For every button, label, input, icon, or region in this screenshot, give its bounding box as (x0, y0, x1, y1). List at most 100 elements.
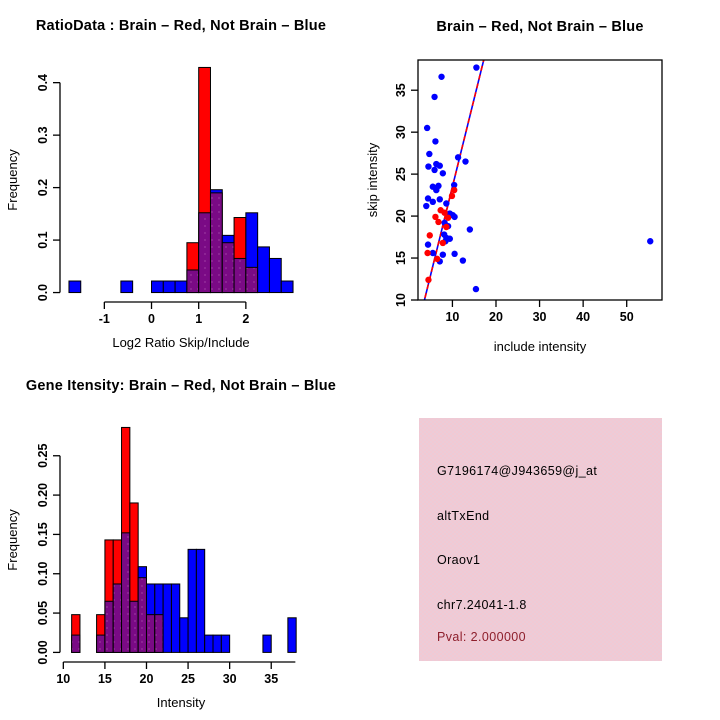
hist-bar (220, 634, 231, 653)
gene-name-text: Oraov1 (437, 553, 481, 567)
axes (53, 82, 247, 309)
scatter-point-blue (424, 195, 432, 202)
scatter-point-blue (429, 198, 437, 206)
hist-bar (174, 280, 188, 294)
locus-text: chr7.24041-1.8 (437, 598, 527, 612)
scatter-point-blue (425, 163, 432, 170)
hist-bar (287, 617, 297, 653)
scatter-point-blue (472, 285, 480, 293)
y-tick-label: 0.2 (36, 179, 50, 196)
hist-bar (204, 634, 214, 653)
y-axis-label: Frequency (5, 509, 20, 571)
y-tick-label: 0.00 (36, 640, 50, 664)
x-tick-label: 0 (148, 312, 155, 326)
hist-bar (162, 280, 176, 294)
scatter-point-red (450, 186, 458, 194)
y-tick-label: 0.25 (36, 444, 50, 468)
hist-bar (151, 280, 164, 294)
scatter-point-red (441, 209, 448, 216)
x-tick-label: 30 (533, 310, 547, 324)
y-tick-label: 0.05 (36, 601, 50, 625)
histogram-bars (71, 426, 297, 653)
event-type-text: altTxEnd (437, 509, 490, 523)
hist-bar-overlap (137, 577, 147, 653)
scatter-point-blue (466, 226, 474, 233)
hist-bar-overlap (145, 614, 156, 653)
notbrain-points (423, 64, 654, 293)
brain-points (424, 186, 458, 284)
hist-bar (268, 257, 282, 294)
panel-gene-intensity-histogram: 10 15 20 25 30 35 0.00 0.05 0.10 0.15 0.20 0.25 Gene… (0, 360, 360, 720)
y-tick-label: 0.20 (36, 483, 50, 507)
histogram-bars (68, 66, 294, 294)
pval-text: Pval: 2.000000 (437, 630, 526, 644)
hist-bar (170, 583, 181, 653)
y-tick-label: 0.3 (36, 126, 50, 143)
scatter-point-blue (435, 182, 442, 190)
hist-bar-overlap (112, 583, 123, 653)
gene-intensity-histogram-chart: 10 15 20 25 30 35 0.00 0.05 0.10 0.15 0.20 0.25 Gene… (5, 378, 336, 710)
y-tick-label: 0.1 (36, 231, 50, 248)
x-axis-label: Log2 Ratio Skip/Include (112, 335, 249, 350)
hist-bar-overlap (233, 257, 247, 294)
scatter-point-blue (424, 241, 432, 248)
fit-line-group (423, 60, 485, 300)
x-tick-label: 15 (98, 672, 112, 686)
hist-bar-overlap (198, 212, 211, 294)
hist-bar-overlap (96, 634, 106, 653)
scatter-point-blue (423, 124, 431, 132)
y-tick-label: 10 (394, 293, 408, 307)
x-tick-label: 25 (181, 672, 195, 686)
scatter-point-red (435, 218, 442, 226)
x-tick-label: -1 (99, 312, 110, 326)
hist-bar (187, 548, 197, 653)
scatter-point-red (444, 214, 452, 221)
scatter-point-red (425, 276, 432, 284)
scatter-point-red (432, 213, 439, 221)
scatter-point-red (448, 192, 456, 200)
y-axis-label: skip intensity (365, 142, 380, 217)
y-axis-label: Frequency (5, 149, 20, 211)
hist-bar-overlap (186, 269, 200, 294)
probe-id-text: G7196174@J943659@j_at (437, 464, 598, 478)
hist-bar (162, 583, 172, 653)
y-tick-label: 0.4 (36, 74, 50, 91)
y-tick-label: 0.15 (36, 522, 50, 546)
scatter-point-blue (429, 249, 437, 257)
y-tick-label: 30 (394, 125, 408, 139)
scatter-point-blue (451, 213, 458, 221)
scatter-point-red (426, 232, 433, 239)
panel-event-info: G7196174@J943659@j_at altTxEnd Oraov1 ch… (360, 360, 720, 720)
y-tick-label: 0.0 (36, 284, 50, 301)
axes (53, 455, 296, 669)
chart-title: RatioData : Brain – Red, Not Brain – Blu… (36, 18, 326, 34)
event-info-card: G7196174@J943659@j_at altTxEnd Oraov1 ch… (419, 418, 662, 661)
scatter-point-blue (459, 257, 467, 264)
scatter-point-blue (439, 251, 447, 258)
y-tick-label: 35 (394, 83, 408, 97)
scatter-point-blue (431, 166, 438, 174)
x-tick-label: 35 (264, 672, 278, 686)
x-tick-label: 20 (140, 672, 154, 686)
hist-bar (195, 548, 206, 653)
hist-bar-overlap (154, 614, 164, 653)
x-tick-label: 30 (223, 672, 237, 686)
x-axis-label: include intensity (494, 339, 587, 354)
scatter-point-blue (647, 238, 654, 245)
ratio-histogram-chart: -1 0 1 2 0.0 0.1 0.2 0.3 0.4 RatioData : Brain – … (5, 18, 326, 350)
scatter-point-blue (436, 196, 443, 203)
scatter-point-blue (431, 93, 438, 101)
scatter-point-blue (446, 235, 454, 242)
hist-bar (257, 246, 270, 294)
scatter-point-red (433, 255, 441, 263)
scatter-point-blue (454, 154, 462, 161)
scatter-point-blue (462, 158, 469, 165)
hist-bar-overlap (121, 532, 131, 653)
hist-bar-overlap (129, 600, 139, 653)
chart-title: Gene Itensity: Brain – Red, Not Brain – … (26, 378, 336, 394)
scatter-point-red (424, 249, 431, 257)
hist-bar-overlap (71, 634, 81, 653)
scatter-point-red (439, 239, 447, 247)
x-tick-label: 10 (445, 310, 459, 324)
